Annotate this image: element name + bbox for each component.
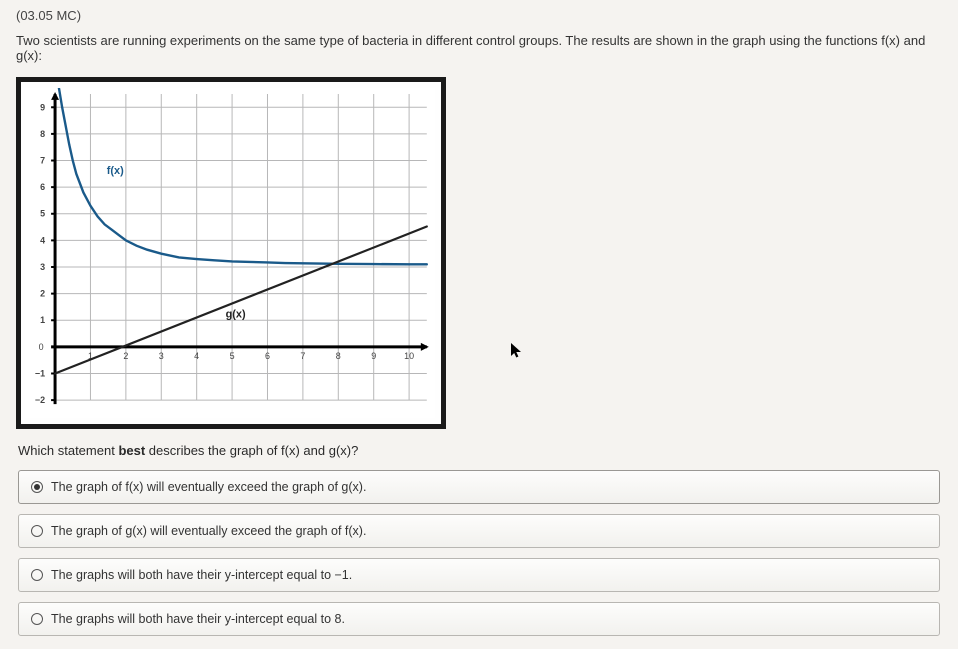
svg-text:g(x): g(x) (226, 309, 246, 321)
svg-text:6: 6 (40, 182, 45, 192)
sub-prompt: Which statement best describes the graph… (18, 443, 942, 458)
subprompt-bold: best (118, 443, 145, 458)
svg-text:−1: −1 (35, 368, 45, 378)
svg-text:f(x): f(x) (107, 165, 124, 177)
svg-text:8: 8 (40, 129, 45, 139)
svg-text:10: 10 (404, 351, 414, 361)
subprompt-prefix: Which statement (18, 443, 118, 458)
radio-icon[interactable] (31, 613, 43, 625)
svg-text:4: 4 (40, 235, 45, 245)
radio-icon[interactable] (31, 569, 43, 581)
graph-container: 12345678910−2−10123456789f(x)g(x) (16, 77, 446, 429)
answer-option-label: The graph of f(x) will eventually exceed… (51, 480, 366, 494)
svg-text:6: 6 (265, 351, 270, 361)
subprompt-suffix: describes the graph of f(x) and g(x)? (145, 443, 358, 458)
answer-option-label: The graphs will both have their y-interc… (51, 568, 352, 582)
svg-text:7: 7 (300, 351, 305, 361)
svg-text:2: 2 (123, 351, 128, 361)
svg-text:5: 5 (230, 351, 235, 361)
radio-icon[interactable] (31, 525, 43, 537)
svg-text:8: 8 (336, 351, 341, 361)
svg-text:9: 9 (371, 351, 376, 361)
answer-option-label: The graph of g(x) will eventually exceed… (51, 524, 366, 538)
svg-text:4: 4 (194, 351, 199, 361)
answer-option-1[interactable]: The graph of g(x) will eventually exceed… (18, 514, 940, 548)
svg-text:2: 2 (40, 289, 45, 299)
svg-text:3: 3 (40, 262, 45, 272)
answer-option-0[interactable]: The graph of f(x) will eventually exceed… (18, 470, 940, 504)
svg-text:3: 3 (159, 351, 164, 361)
answer-option-3[interactable]: The graphs will both have their y-interc… (18, 602, 940, 636)
radio-icon[interactable] (31, 481, 43, 493)
question-code: (03.05 MC) (16, 8, 942, 23)
svg-text:7: 7 (40, 155, 45, 165)
svg-text:5: 5 (40, 209, 45, 219)
question-prompt: Two scientists are running experiments o… (16, 33, 942, 63)
svg-text:9: 9 (40, 102, 45, 112)
svg-text:0: 0 (39, 342, 44, 352)
svg-text:−2: −2 (35, 395, 45, 405)
answer-option-2[interactable]: The graphs will both have their y-interc… (18, 558, 940, 592)
answer-option-label: The graphs will both have their y-interc… (51, 612, 345, 626)
function-graph: 12345678910−2−10123456789f(x)g(x) (25, 88, 435, 418)
svg-text:1: 1 (40, 315, 45, 325)
answer-options: The graph of f(x) will eventually exceed… (16, 470, 942, 636)
